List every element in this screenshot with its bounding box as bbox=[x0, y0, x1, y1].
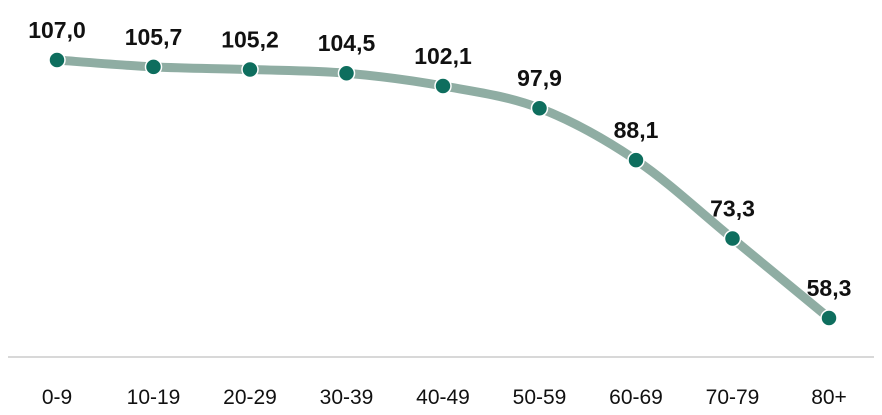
data-markers bbox=[48, 51, 838, 327]
x-tick-label-50-59: 50-59 bbox=[513, 386, 567, 409]
data-label-30-39: 104,5 bbox=[318, 30, 376, 56]
x-tick-label-20-29: 20-29 bbox=[223, 386, 277, 409]
x-tick-label-10-19: 10-19 bbox=[127, 386, 181, 409]
data-point-60-69 bbox=[627, 151, 645, 169]
data-point-40-49 bbox=[434, 77, 452, 95]
data-label-70-79: 73,3 bbox=[710, 196, 755, 222]
data-labels: 107,0 105,7 105,2 104,5 102,1 97,9 88,1 73,3 58,… bbox=[28, 17, 851, 301]
data-point-20-29 bbox=[241, 60, 259, 79]
x-tick-label-30-39: 30-39 bbox=[320, 386, 374, 409]
x-tick-labels: 0-9 10-19 20-29 30-39 40-49 50-59 60-69 70-79 80… bbox=[42, 386, 847, 409]
data-point-80+ bbox=[820, 309, 838, 327]
series-line bbox=[52, 55, 834, 323]
data-point-10-19 bbox=[144, 58, 163, 76]
data-point-0-9 bbox=[48, 51, 66, 69]
x-tick-label-0-9: 0-9 bbox=[42, 386, 72, 409]
x-tick-label-70-79: 70-79 bbox=[706, 386, 760, 409]
data-label-20-29: 105,2 bbox=[221, 27, 279, 53]
data-label-60-69: 88,1 bbox=[614, 117, 659, 143]
x-tick-label-80+: 80+ bbox=[811, 386, 847, 409]
x-tick-label-40-49: 40-49 bbox=[416, 386, 470, 409]
data-point-30-39 bbox=[337, 64, 356, 82]
data-label-80+: 58,3 bbox=[807, 275, 852, 301]
x-tick-label-60-69: 60-69 bbox=[609, 386, 663, 409]
data-point-70-79 bbox=[723, 229, 742, 248]
data-point-50-59 bbox=[530, 99, 549, 117]
data-label-50-59: 97,9 bbox=[517, 65, 562, 91]
data-label-10-19: 105,7 bbox=[125, 24, 183, 50]
data-label-40-49: 102,1 bbox=[414, 43, 472, 69]
data-label-0-9: 107,0 bbox=[28, 17, 86, 43]
